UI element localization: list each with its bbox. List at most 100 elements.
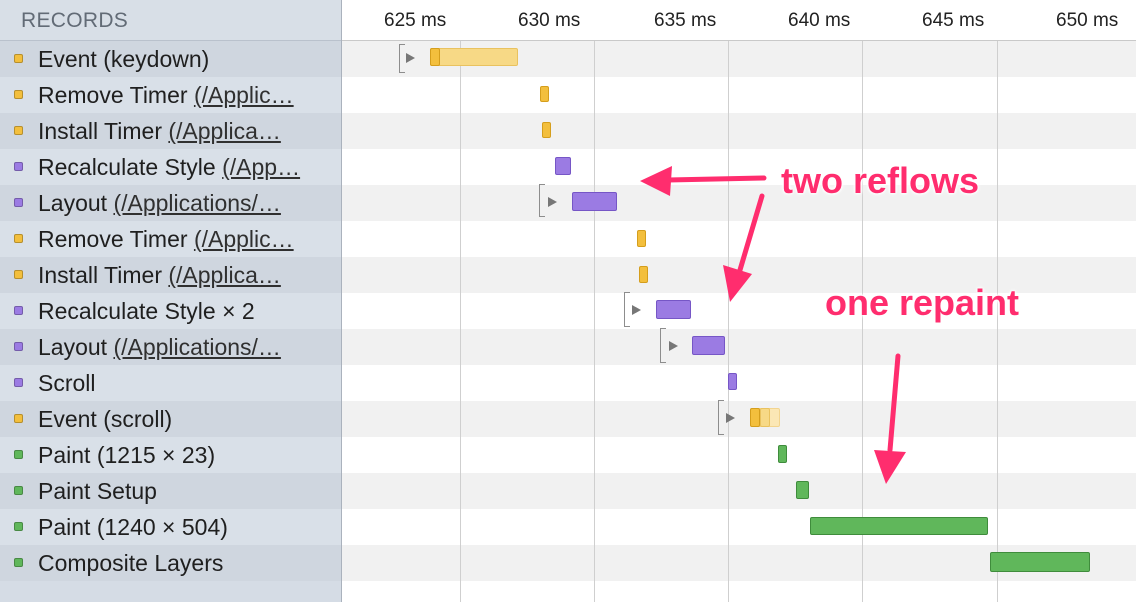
timeline-lane (342, 185, 1136, 221)
timeline-gridline (862, 0, 863, 602)
record-row[interactable]: Scroll (0, 365, 341, 401)
expand-triangle-icon[interactable] (726, 413, 735, 423)
records-panel: RECORDS Event (keydown) Remove Timer (/Ap… (0, 0, 342, 602)
record-source-link[interactable]: (/Applica… (168, 262, 281, 288)
record-color-swatch-icon (14, 414, 23, 423)
expand-triangle-icon[interactable] (669, 341, 678, 351)
record-name: Paint Setup (38, 478, 157, 504)
record-color-swatch-icon (14, 90, 23, 99)
record-color-swatch-icon (14, 54, 23, 63)
record-name: Event (38, 406, 97, 432)
record-label: Recalculate Style (/App… (38, 154, 332, 180)
record-name: Event (38, 46, 97, 72)
record-color-swatch-icon (14, 558, 23, 567)
recalculate-style-bar[interactable] (555, 157, 571, 175)
layout-bar[interactable] (572, 192, 617, 211)
record-row[interactable]: Recalculate Style × 2 (0, 293, 341, 329)
record-row[interactable]: Paint (1215 × 23) (0, 437, 341, 473)
record-source-link[interactable]: (/Applications/… (113, 334, 281, 360)
record-source-link[interactable]: (/Applic… (193, 226, 294, 252)
timeline-lane (342, 113, 1136, 149)
record-color-swatch-icon (14, 198, 23, 207)
record-row[interactable]: Install Timer (/Applica… (0, 113, 341, 149)
record-name: Install Timer (38, 262, 162, 288)
remove-timer-bar[interactable] (637, 230, 646, 247)
record-label: Remove Timer (/Applic… (38, 82, 332, 108)
tick-label-625: 625 ms (384, 10, 447, 31)
record-label: Remove Timer (/Applic… (38, 226, 332, 252)
paint-bar[interactable] (778, 445, 787, 463)
record-row[interactable]: Event (scroll) (0, 401, 341, 437)
record-source-link[interactable]: (/Applica… (168, 118, 281, 144)
record-color-swatch-icon (14, 306, 23, 315)
timeline-panel: 625 ms 630 ms 635 ms 640 ms 645 ms 650 m… (342, 0, 1136, 602)
record-color-swatch-icon (14, 486, 23, 495)
record-name: Recalculate Style (38, 298, 216, 324)
timeline-gridline (728, 0, 729, 602)
install-timer-bar[interactable] (542, 122, 551, 138)
layout-bar[interactable] (692, 336, 725, 355)
event-scroll-self-bar[interactable] (750, 408, 760, 427)
record-color-swatch-icon (14, 522, 23, 531)
record-row[interactable]: Paint Setup (0, 473, 341, 509)
event-keydown-self-bar[interactable] (430, 48, 440, 66)
paint-bar[interactable] (810, 517, 988, 535)
record-row[interactable]: Event (keydown) (0, 41, 341, 77)
install-timer-bar[interactable] (639, 266, 648, 283)
expand-triangle-icon[interactable] (548, 197, 557, 207)
record-name: Paint (38, 514, 91, 540)
timeline-lane (342, 473, 1136, 509)
group-bracket (399, 44, 405, 73)
record-row[interactable]: Remove Timer (/Applic… (0, 77, 341, 113)
record-color-swatch-icon (14, 126, 23, 135)
record-name: Scroll (38, 370, 96, 396)
tick-label-630: 630 ms (518, 10, 581, 31)
record-detail: (scroll) (103, 406, 173, 432)
record-source-link[interactable]: (/Applic… (193, 82, 294, 108)
record-row[interactable]: Layout (/Applications/… (0, 329, 341, 365)
scroll-bar[interactable] (728, 373, 737, 390)
paint-setup-bar[interactable] (796, 481, 809, 499)
record-label: Layout (/Applications/… (38, 190, 332, 216)
expand-triangle-icon[interactable] (632, 305, 641, 315)
time-ruler: 625 ms 630 ms 635 ms 640 ms 645 ms 650 m… (342, 0, 1136, 41)
record-row[interactable]: Recalculate Style (/App… (0, 149, 341, 185)
record-label: Event (keydown) (38, 46, 332, 72)
record-detail: (1240 × 504) (96, 514, 228, 540)
record-row[interactable]: Remove Timer (/Applic… (0, 221, 341, 257)
timeline-lane (342, 509, 1136, 545)
record-label: Recalculate Style × 2 (38, 298, 332, 324)
group-bracket (624, 292, 630, 327)
record-detail: (keydown) (103, 46, 210, 72)
record-name: Paint (38, 442, 91, 468)
record-color-swatch-icon (14, 378, 23, 387)
timeline-lane (342, 401, 1136, 437)
records-header: RECORDS (0, 0, 341, 41)
record-row[interactable]: Paint (1240 × 504) (0, 509, 341, 545)
record-row[interactable]: Composite Layers (0, 545, 341, 581)
timeline-lane (342, 77, 1136, 113)
timeline-lane (342, 437, 1136, 473)
record-label: Paint Setup (38, 478, 332, 504)
recalculate-style-bar[interactable] (656, 300, 691, 319)
record-source-link[interactable]: (/Applications/… (113, 190, 281, 216)
event-scroll-child-bar[interactable] (760, 408, 770, 427)
group-bracket (660, 328, 666, 363)
record-source-link[interactable]: (/App… (222, 154, 301, 180)
tick-label-650: 650 ms (1056, 10, 1119, 31)
record-label: Paint (1215 × 23) (38, 442, 332, 468)
composite-layers-bar[interactable] (990, 552, 1090, 572)
timeline-gridline (997, 0, 998, 602)
record-detail: (1215 × 23) (96, 442, 216, 468)
event-keydown-bar[interactable] (430, 48, 518, 66)
expand-triangle-icon[interactable] (406, 53, 415, 63)
record-color-swatch-icon (14, 450, 23, 459)
annotation-one-repaint: one repaint (825, 282, 1020, 323)
record-row[interactable]: Layout (/Applications/… (0, 185, 341, 221)
timeline-lane (342, 365, 1136, 401)
record-row[interactable]: Install Timer (/Applica… (0, 257, 341, 293)
tick-label-640: 640 ms (788, 10, 851, 31)
remove-timer-bar[interactable] (540, 86, 549, 102)
record-label: Paint (1240 × 504) (38, 514, 332, 540)
